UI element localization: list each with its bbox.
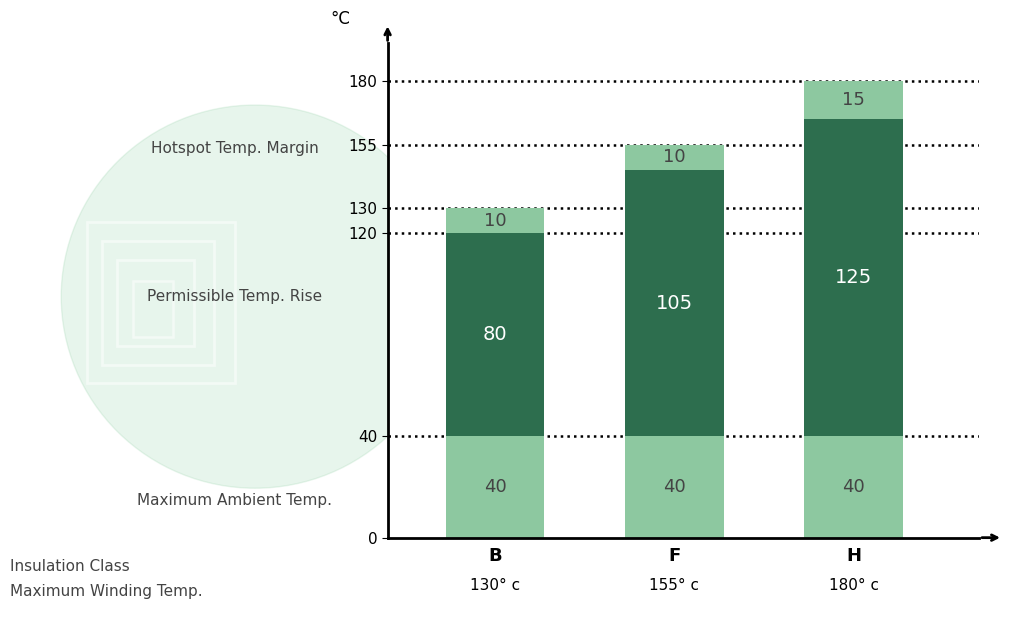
Text: 40: 40: [483, 478, 506, 496]
Bar: [625, 145, 723, 170]
Bar: [804, 436, 902, 538]
Text: Hotspot Temp. Margin: Hotspot Temp. Margin: [151, 141, 318, 156]
Bar: [625, 436, 723, 538]
Text: 125: 125: [835, 268, 871, 287]
Text: 40: 40: [842, 478, 864, 496]
Text: 10: 10: [483, 212, 506, 230]
Bar: [804, 82, 902, 119]
Text: 15: 15: [842, 91, 864, 109]
Text: 130° c: 130° c: [470, 578, 520, 593]
Text: 10: 10: [662, 148, 685, 166]
Text: Permissible Temp. Rise: Permissible Temp. Rise: [147, 289, 322, 304]
Text: 180° c: 180° c: [827, 578, 877, 593]
Bar: [804, 119, 902, 436]
Bar: [445, 208, 544, 234]
Text: °C: °C: [330, 11, 350, 28]
Text: 155° c: 155° c: [649, 578, 699, 593]
Text: 40: 40: [662, 478, 685, 496]
Bar: [445, 234, 544, 436]
Text: Maximum Winding Temp.: Maximum Winding Temp.: [10, 584, 203, 599]
Bar: [625, 170, 723, 436]
Text: Insulation Class: Insulation Class: [10, 559, 129, 574]
Text: Maximum Ambient Temp.: Maximum Ambient Temp.: [137, 493, 332, 508]
Text: 105: 105: [655, 294, 692, 313]
Text: 80: 80: [482, 325, 507, 344]
Bar: [445, 436, 544, 538]
